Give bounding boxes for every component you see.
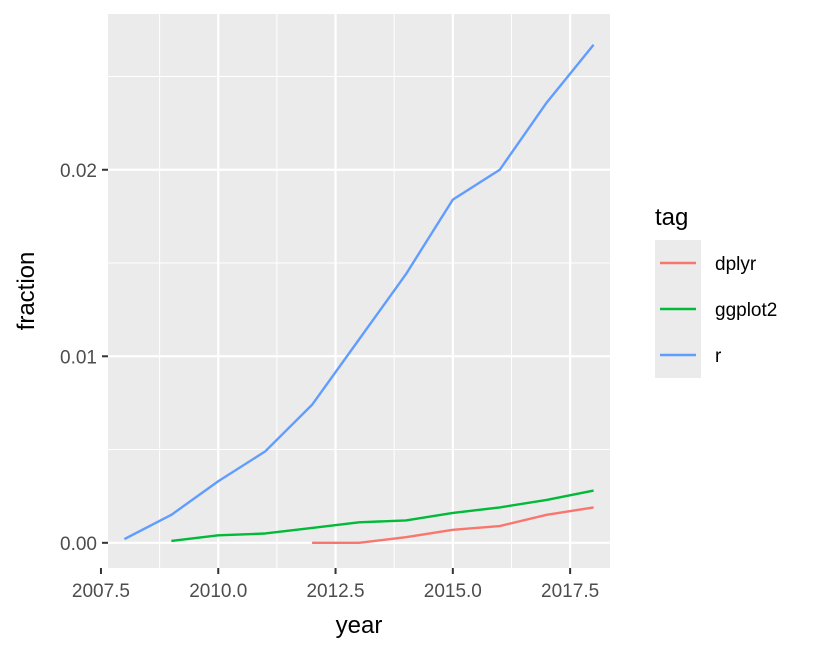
legend-items: dplyr ggplot2 r — [660, 254, 777, 367]
x-axis: 2007.5 2010.0 2012.5 2015.0 2017.5 — [72, 568, 599, 602]
legend: tag dplyr ggplot2 r — [655, 204, 777, 378]
legend-label-dplyr: dplyr — [715, 254, 757, 275]
x-tick-label: 2017.5 — [541, 581, 599, 602]
x-axis-title: year — [336, 612, 383, 639]
x-tick-label: 2007.5 — [72, 581, 130, 602]
series-lines — [123, 44, 595, 545]
x-tick-label: 2012.5 — [306, 581, 364, 602]
series-line-r — [123, 44, 595, 541]
legend-label-ggplot2: ggplot2 — [715, 300, 777, 321]
major-gridlines — [108, 14, 610, 568]
x-tick-label: 2010.0 — [189, 581, 247, 602]
y-tick-label: 0.01 — [60, 347, 97, 368]
plot-panel — [108, 14, 610, 568]
x-tick-label: 2015.0 — [424, 581, 482, 602]
y-axis: 0.00 0.01 0.02 — [60, 161, 108, 555]
y-tick-label: 0.00 — [60, 534, 97, 555]
y-axis-title: fraction — [13, 252, 40, 331]
series-line-ggplot2 — [171, 489, 594, 543]
y-tick-label: 0.02 — [60, 161, 97, 182]
legend-title: tag — [655, 204, 688, 231]
legend-label-r: r — [715, 346, 722, 367]
series-line-dplyr — [312, 506, 594, 545]
